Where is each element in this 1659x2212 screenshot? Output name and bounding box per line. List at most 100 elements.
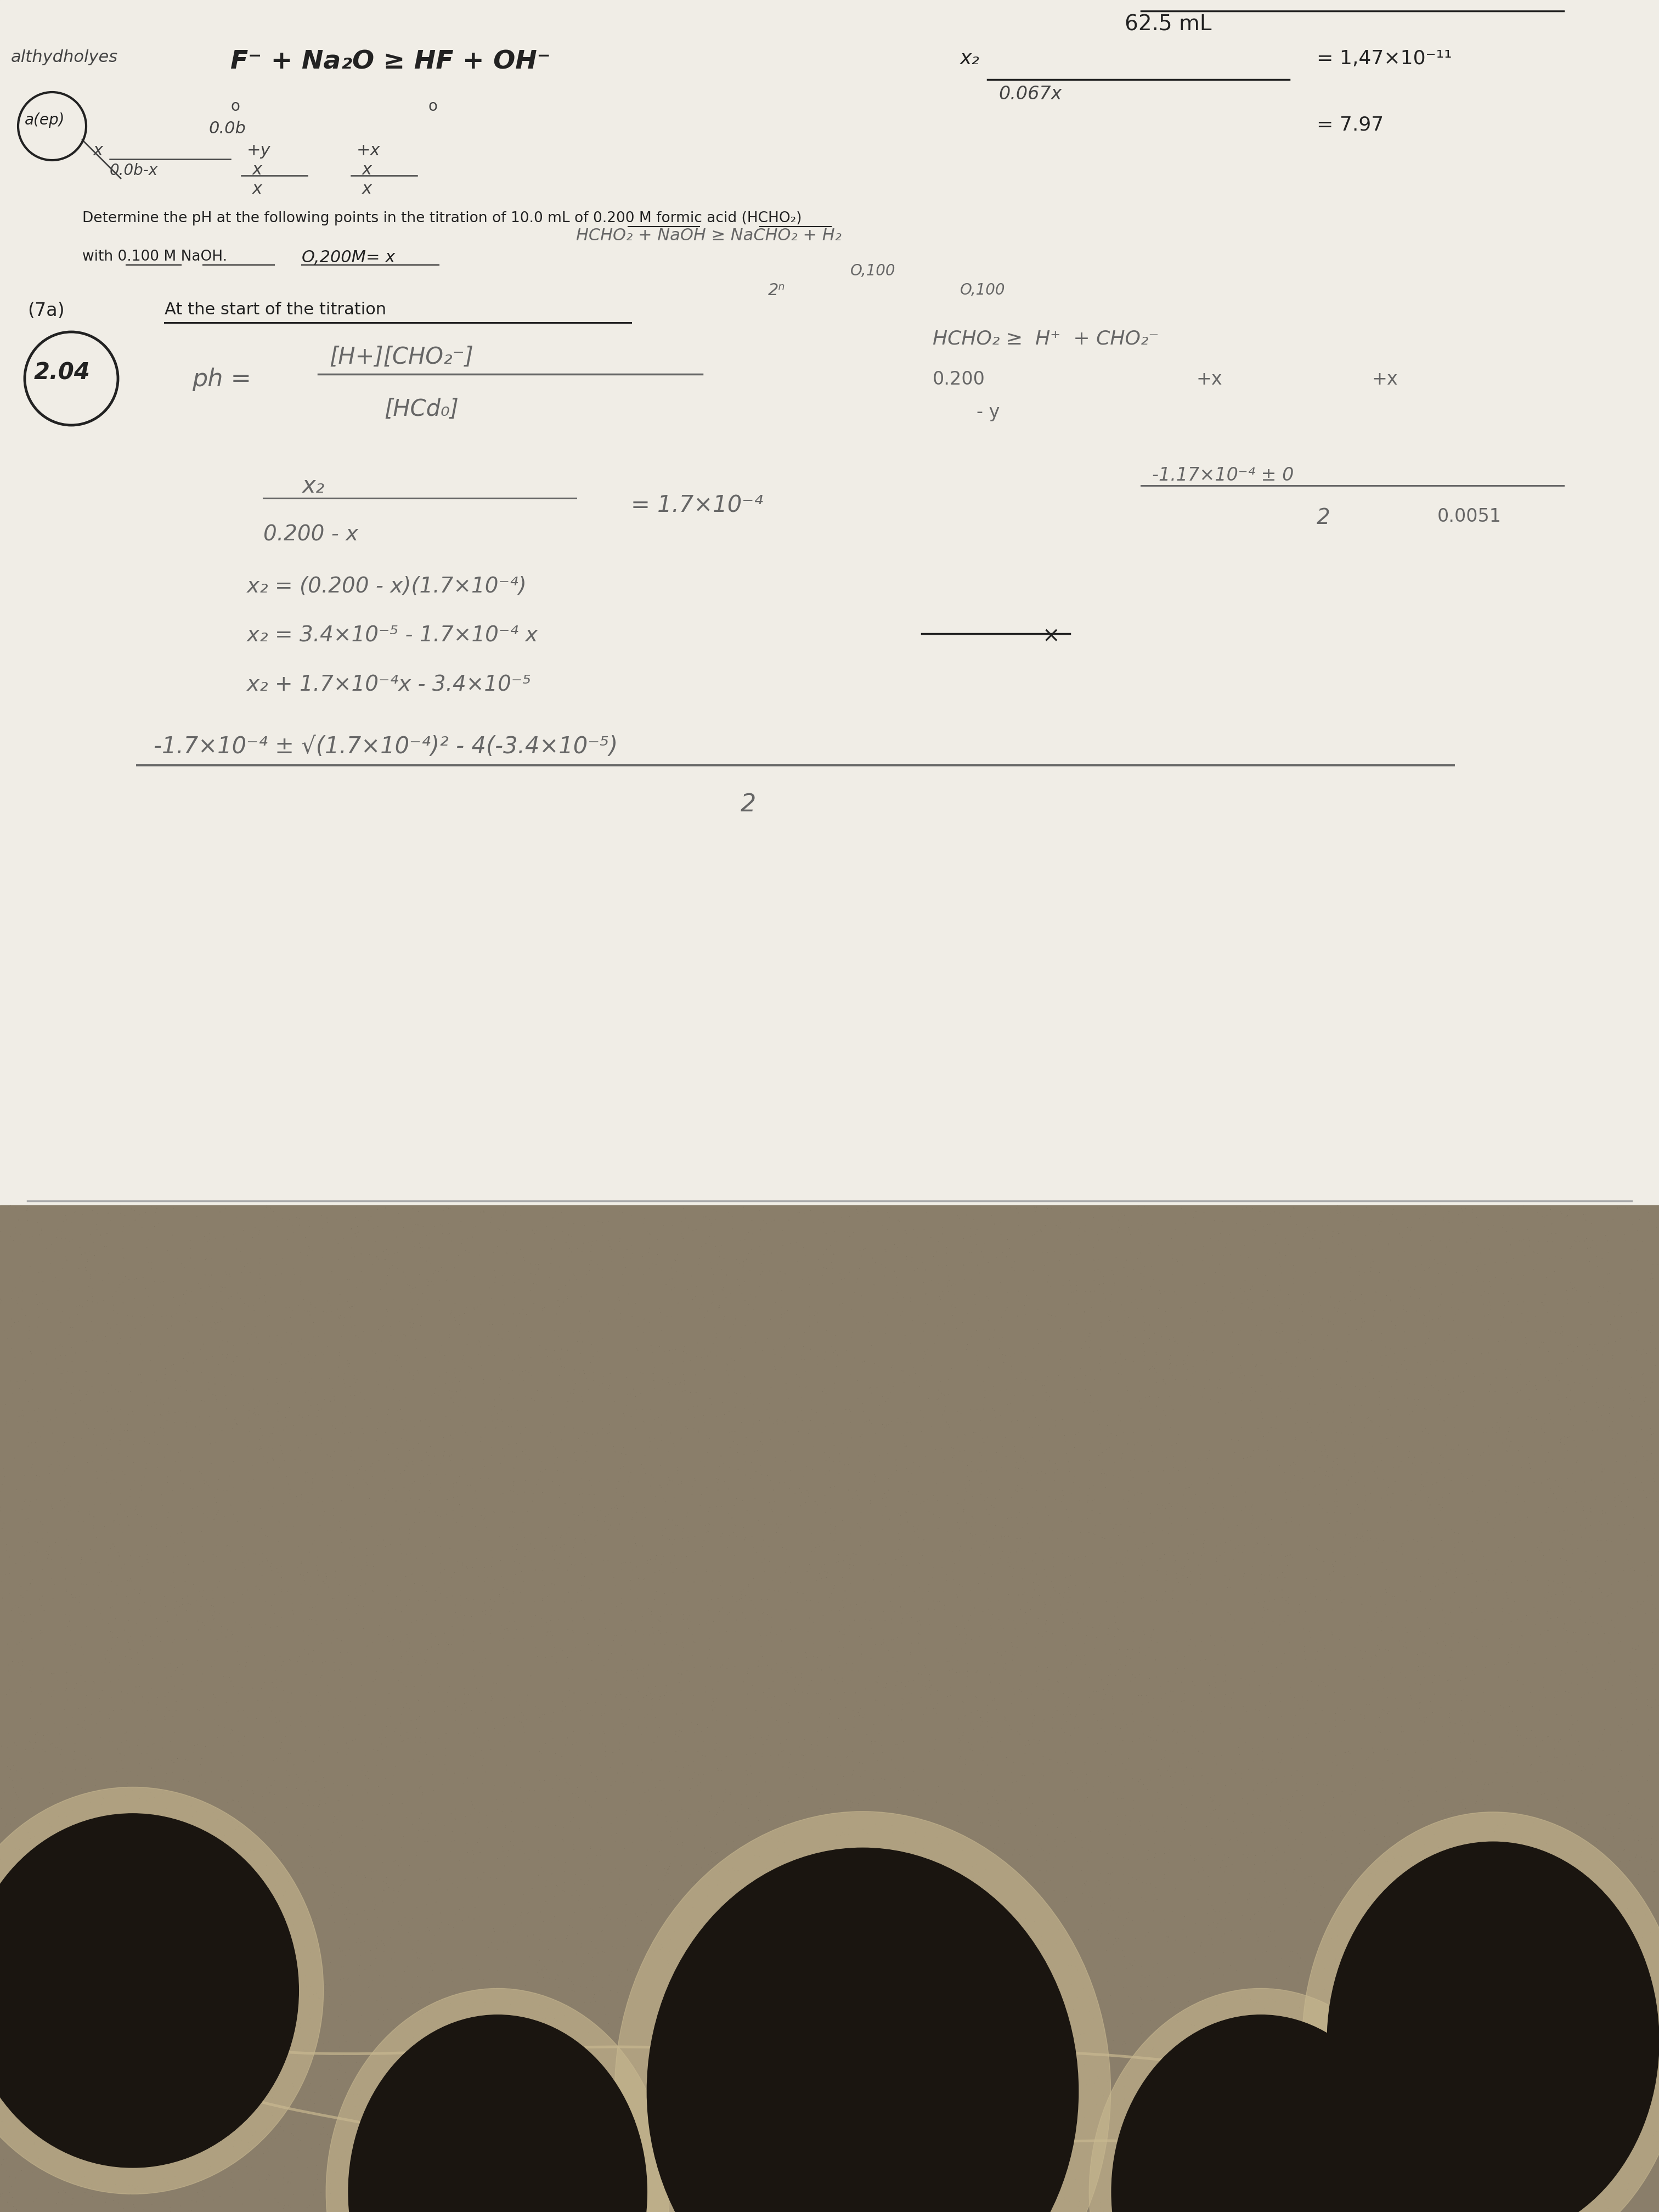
Point: [0, 1922, 22, 1958]
Point: [533, 2000, 559, 2035]
Point: [1097, 1551, 1123, 1586]
Point: [1316, 1305, 1342, 1340]
Point: [846, 1699, 873, 1734]
Point: [1637, 1203, 1659, 1239]
Point: [403, 1287, 430, 1323]
Point: [901, 1663, 927, 1699]
Point: [1196, 1668, 1223, 1703]
Point: [1083, 1752, 1110, 1787]
Point: [481, 1265, 508, 1301]
Point: [163, 1792, 189, 1827]
Point: [949, 1599, 975, 1635]
Point: [1309, 2033, 1335, 2068]
Point: [443, 1374, 469, 1409]
Text: x₂ + 1.7×10⁻⁴x - 3.4×10⁻⁵: x₂ + 1.7×10⁻⁴x - 3.4×10⁻⁵: [247, 675, 531, 695]
Point: [496, 1321, 523, 1356]
Point: [1382, 1307, 1408, 1343]
Point: [51, 1794, 78, 1829]
Point: [722, 1648, 748, 1683]
Point: [1136, 1756, 1163, 1792]
Point: [30, 1263, 56, 1298]
Point: [105, 1325, 131, 1360]
Point: [1218, 1681, 1244, 1717]
Point: [1324, 1197, 1350, 1232]
Point: [1588, 1575, 1614, 1610]
Point: [494, 2177, 521, 2212]
Point: [68, 1237, 95, 1272]
Point: [801, 1484, 828, 1520]
Point: [355, 1776, 382, 1812]
Point: [1432, 2059, 1458, 2095]
Point: [1112, 1816, 1138, 1851]
Point: [665, 2039, 692, 2075]
Point: [73, 1407, 100, 1442]
Point: [1598, 1307, 1624, 1343]
Point: [1244, 1509, 1271, 1544]
Point: [732, 1265, 758, 1301]
Point: [377, 1349, 403, 1385]
Point: [1143, 1356, 1170, 1391]
Point: [197, 1588, 224, 1624]
Point: [1296, 1980, 1322, 2015]
Point: [426, 1670, 453, 1705]
Point: [1631, 2048, 1657, 2084]
Point: [55, 1991, 81, 2026]
Point: [1528, 1825, 1554, 1860]
Point: [888, 1606, 914, 1641]
Point: [693, 1221, 720, 1256]
Point: [1254, 1460, 1281, 1495]
Point: [849, 1745, 876, 1781]
Point: [562, 1630, 589, 1666]
Point: [1455, 1475, 1481, 1511]
Point: [873, 1316, 899, 1352]
Point: [463, 2075, 489, 2110]
Point: [1498, 1604, 1525, 1639]
Point: [937, 1989, 964, 2024]
Point: [601, 1429, 627, 1464]
Point: [607, 1301, 634, 1336]
Point: [516, 2020, 542, 2055]
Point: [1417, 1486, 1443, 1522]
Point: [1221, 1796, 1248, 1832]
Point: [1118, 1860, 1145, 1896]
Point: [1365, 1531, 1392, 1566]
Point: [987, 1940, 1014, 1975]
Point: [858, 1327, 884, 1363]
Point: [1422, 1520, 1448, 1555]
Point: [685, 1413, 712, 1449]
Point: [576, 2006, 602, 2042]
Point: [914, 1882, 941, 1918]
Point: [80, 1511, 106, 1546]
Point: [713, 1827, 740, 1863]
Point: [1559, 1270, 1586, 1305]
Point: [310, 2026, 337, 2062]
Point: [624, 1747, 650, 1783]
Point: [48, 1761, 75, 1796]
Point: [1108, 1933, 1135, 1969]
Point: [692, 1301, 718, 1336]
Point: [514, 2179, 541, 2212]
Point: [649, 1314, 675, 1349]
Point: [1533, 1444, 1559, 1480]
Point: [302, 1593, 328, 1628]
Point: [1632, 1964, 1659, 2000]
Point: [738, 1232, 765, 1267]
Point: [118, 1641, 144, 1677]
Point: [1427, 1387, 1453, 1422]
Point: [338, 2070, 365, 2106]
Point: [1591, 1615, 1618, 1650]
Point: [1005, 1197, 1032, 1232]
Point: [1548, 1646, 1574, 1681]
Point: [45, 1212, 71, 1248]
Point: [12, 1458, 38, 1493]
Point: [529, 2192, 556, 2212]
Point: [141, 1717, 168, 1752]
Point: [669, 1374, 695, 1409]
Point: [416, 1913, 443, 1949]
Point: [889, 2088, 916, 2124]
Point: [1180, 1595, 1206, 1630]
Point: [627, 1431, 654, 1467]
Point: [0, 1467, 15, 1502]
Point: [542, 1867, 569, 1902]
Point: [619, 1652, 645, 1688]
